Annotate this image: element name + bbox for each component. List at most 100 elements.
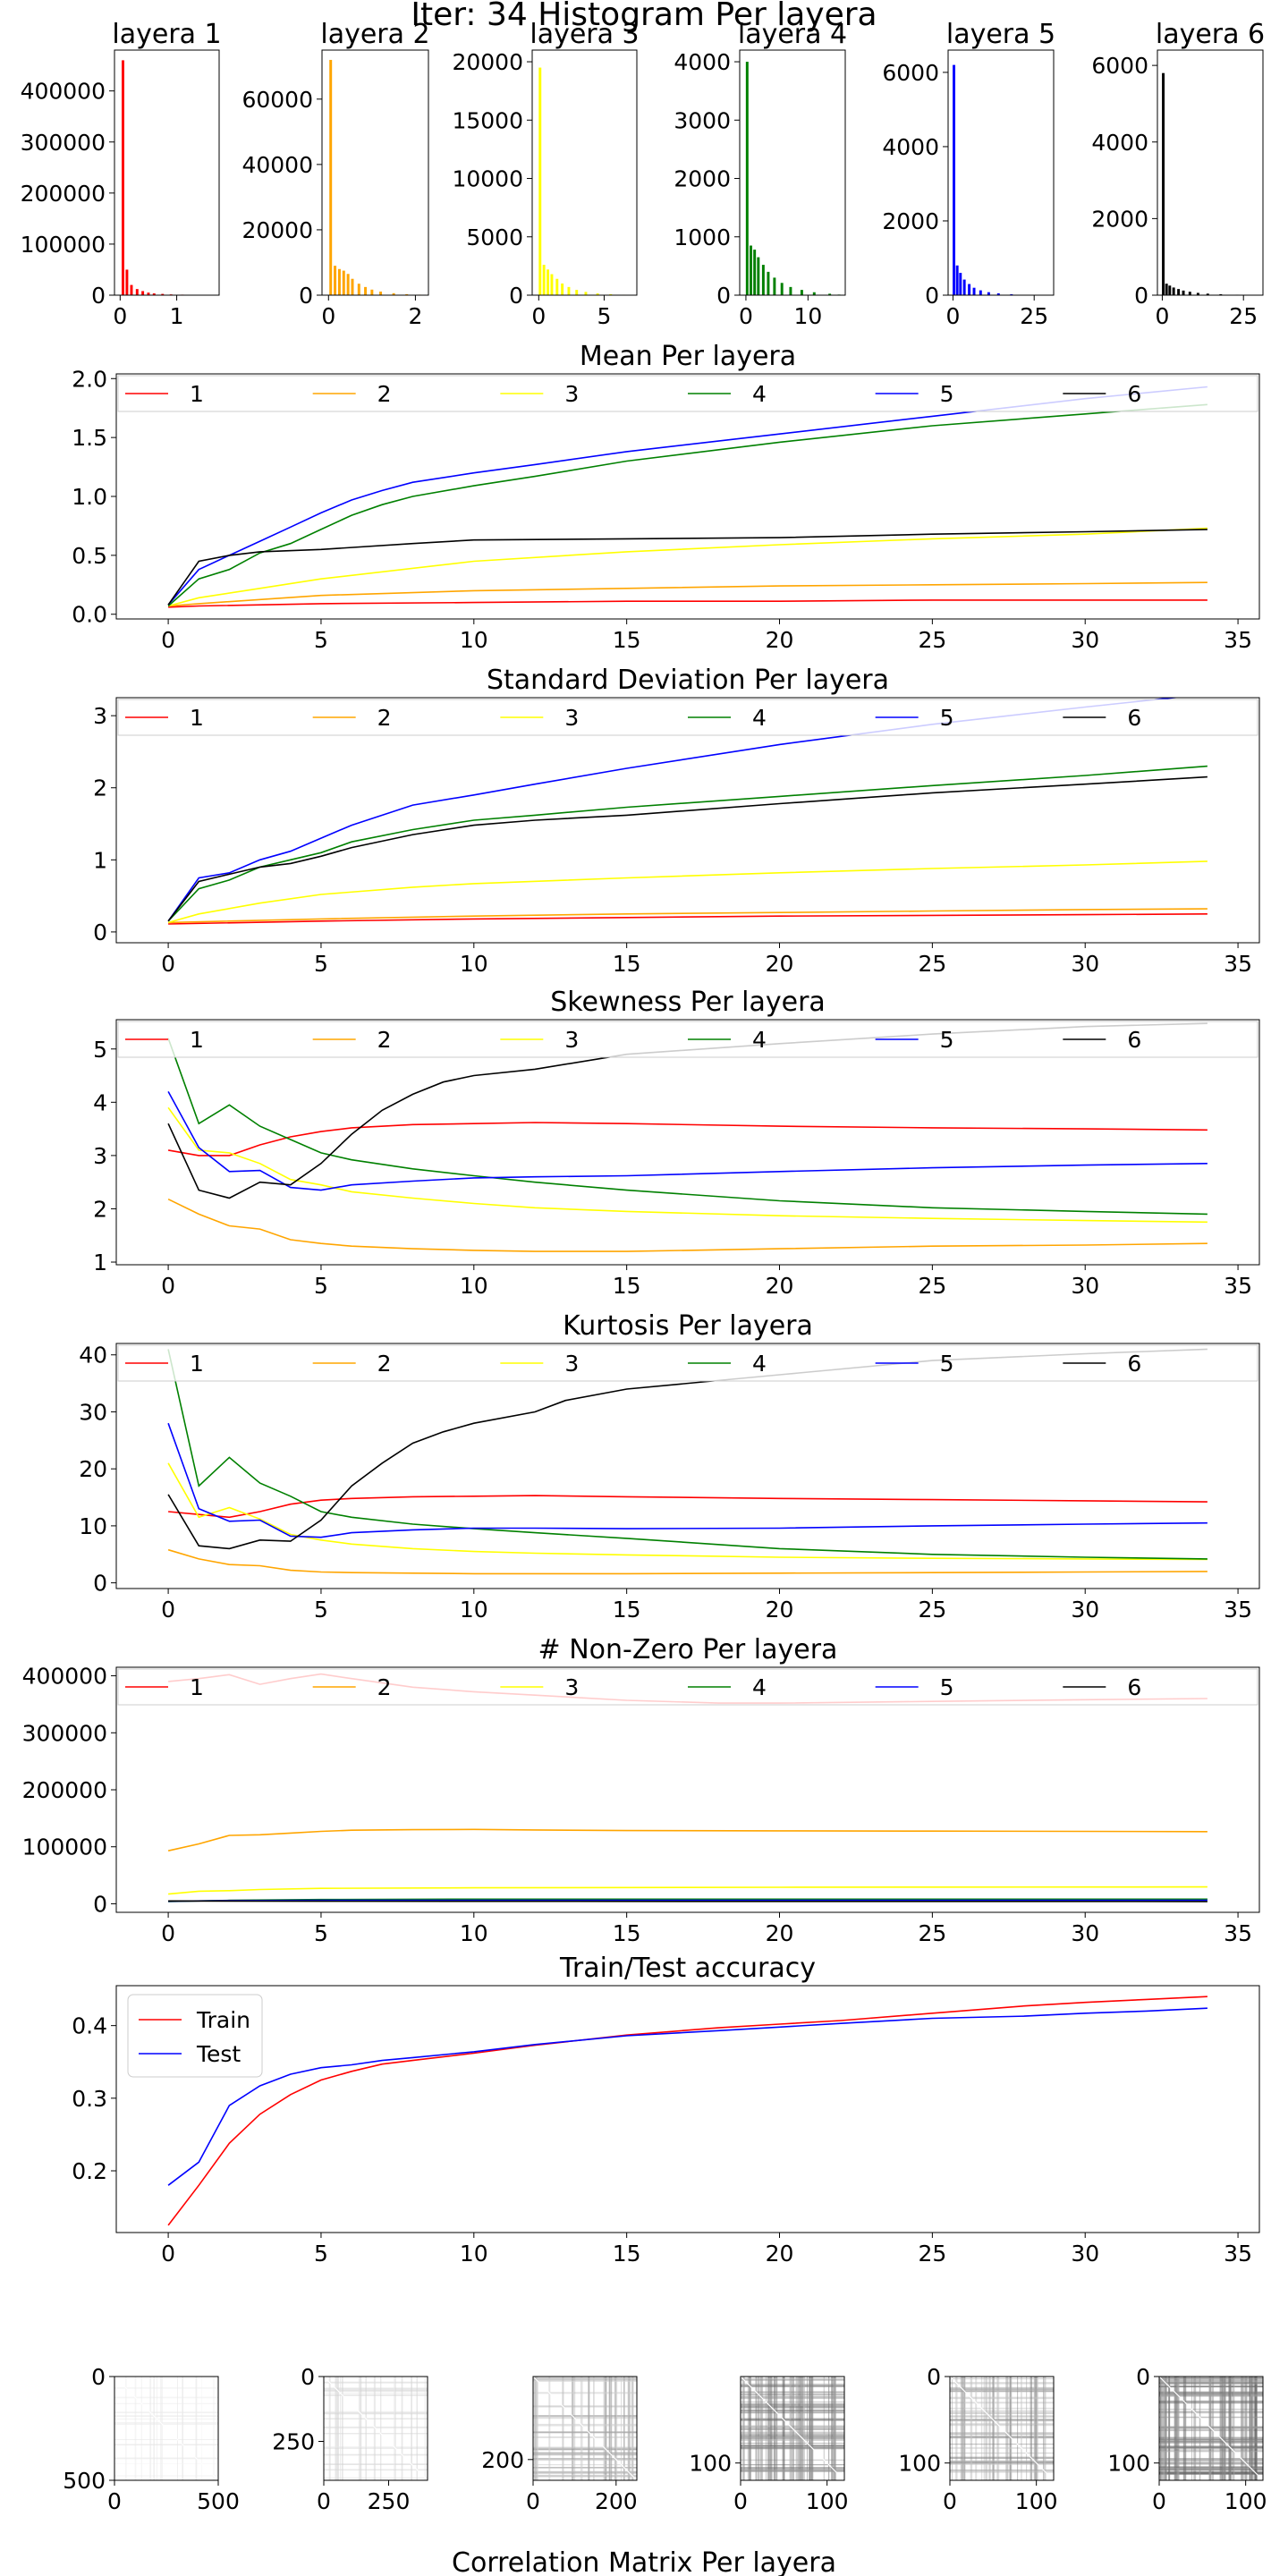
matrix-row-band xyxy=(324,2418,428,2419)
matrix-column-band xyxy=(986,2377,987,2480)
y-tick-label: 2 xyxy=(93,775,107,801)
legend-box xyxy=(127,1994,263,2078)
correlation-matrix-2: 0 250 0 250 xyxy=(272,2364,428,2514)
matrix-row-band xyxy=(533,2474,637,2477)
histogram-bar xyxy=(800,290,803,295)
legend-label: Train xyxy=(196,2007,250,2033)
matrix-row-band xyxy=(741,2428,844,2430)
y-tick-label: 30 xyxy=(79,1399,107,1425)
histogram-bar xyxy=(773,277,776,295)
matrix-row-band xyxy=(741,2443,844,2444)
axes-frame xyxy=(532,2376,638,2481)
matrix-row-band xyxy=(950,2447,1054,2449)
y-tick-label: 1000 xyxy=(674,225,731,250)
matrix-column-band xyxy=(983,2377,987,2480)
matrix-column-band xyxy=(213,2377,215,2480)
y-tick-label: 1.0 xyxy=(72,484,107,510)
matrix-row-band xyxy=(533,2452,637,2454)
matrix-column-band xyxy=(134,2377,137,2480)
matrix-row-band xyxy=(324,2389,428,2392)
histogram-bar xyxy=(757,257,760,295)
series-line-train xyxy=(167,1996,1208,2226)
y-tick-label: 10000 xyxy=(452,166,523,192)
matrix-row-band xyxy=(1159,2438,1263,2443)
matrix-pattern xyxy=(1159,2377,1263,2480)
y-tick-label: 0 xyxy=(299,283,313,309)
legend-label: 5 xyxy=(940,1351,954,1377)
matrix-column-band xyxy=(975,2377,978,2480)
matrix-row-band xyxy=(950,2396,1054,2400)
y-tick-label: 200000 xyxy=(21,181,106,207)
matrix-diagonal xyxy=(1158,2376,1264,2481)
histogram-bar xyxy=(750,245,752,295)
y-tick-label: 100000 xyxy=(21,232,106,258)
matrix-column-band xyxy=(795,2377,799,2480)
histogram-bar xyxy=(547,269,550,295)
x-tick-label: 35 xyxy=(1224,1920,1252,1946)
y-tick-label: 2000 xyxy=(882,208,939,234)
matrix-column-band xyxy=(588,2377,590,2480)
histogram-title: layera 1 xyxy=(112,19,221,50)
legend-label: 3 xyxy=(564,705,579,731)
x-tick-label: 0 xyxy=(739,303,753,329)
histogram-bar xyxy=(996,292,1000,295)
y-tick-label: 15000 xyxy=(452,107,523,133)
matrix-column-band xyxy=(580,2377,583,2480)
matrix-row-band xyxy=(114,2387,218,2389)
y-tick-label: 5 xyxy=(93,1037,107,1063)
matrix-column-band xyxy=(792,2377,794,2480)
y-tick-label: 0 xyxy=(93,919,107,945)
histogram-bar xyxy=(550,274,554,295)
matrix-row-band xyxy=(950,2462,1054,2465)
y-tick-label: 3 xyxy=(93,1143,107,1169)
matrix-column-band xyxy=(775,2377,778,2480)
x-tick-label: 35 xyxy=(1224,627,1252,653)
y-tick-label: 0 xyxy=(927,2364,941,2390)
legend-label: 6 xyxy=(1127,1027,1141,1053)
matrix-row-band xyxy=(950,2423,1054,2425)
legend-label: 1 xyxy=(190,1027,204,1053)
y-tick-label: 0 xyxy=(93,1891,107,1917)
histogram-bar xyxy=(1168,285,1172,295)
legend-label: 5 xyxy=(940,705,954,731)
x-tick-label: 10 xyxy=(460,1597,488,1623)
matrix-row-band xyxy=(741,2436,844,2439)
matrix-pattern xyxy=(741,2377,844,2480)
series-line-1 xyxy=(167,1122,1208,1157)
series-line-2 xyxy=(168,581,1208,607)
matrix-column-band xyxy=(832,2377,833,2480)
series-line-6 xyxy=(167,775,1208,922)
x-tick-label: 25 xyxy=(1020,303,1048,329)
histogram-bar xyxy=(575,290,579,295)
series-line-4 xyxy=(167,1349,1208,1560)
histogram-1: 0 100000 200000 300000 400000 0 1 layera 1 xyxy=(21,19,222,329)
matrix-row-band xyxy=(950,2423,1054,2427)
histogram-2: 0 20000 40000 60000 0 2 layera 2 xyxy=(242,19,429,329)
y-tick-label: 20 xyxy=(79,1456,107,1482)
legend-label: 5 xyxy=(940,1027,954,1053)
x-tick-label: 5 xyxy=(314,1597,328,1623)
histogram-bar xyxy=(596,293,599,295)
matrix-row-band xyxy=(324,2433,428,2435)
x-tick-label: 35 xyxy=(1224,1273,1252,1299)
x-tick-label: 20 xyxy=(766,1920,794,1946)
legend: 1 2 3 4 5 6 xyxy=(117,1668,1258,1706)
matrix-row-band xyxy=(533,2470,637,2473)
x-tick-label: 20 xyxy=(766,1273,794,1299)
x-tick-label: 30 xyxy=(1071,1273,1099,1299)
matrix-column-band xyxy=(342,2377,343,2480)
x-tick-label: 35 xyxy=(1224,1597,1252,1623)
histogram-bar xyxy=(141,291,145,295)
series-line-3 xyxy=(167,527,1208,607)
y-tick-label: 0 xyxy=(91,2364,106,2390)
matrix-column-band xyxy=(963,2377,966,2480)
matrix-column-band xyxy=(373,2377,376,2480)
series-line-2 xyxy=(167,1548,1208,1575)
matrix-column-band xyxy=(623,2377,625,2480)
histogram-bar xyxy=(567,286,571,295)
histogram-bar xyxy=(780,283,784,295)
histogram-bar xyxy=(789,286,792,295)
legend-label: Test xyxy=(196,2041,241,2067)
x-tick-label: 2 xyxy=(408,303,422,329)
